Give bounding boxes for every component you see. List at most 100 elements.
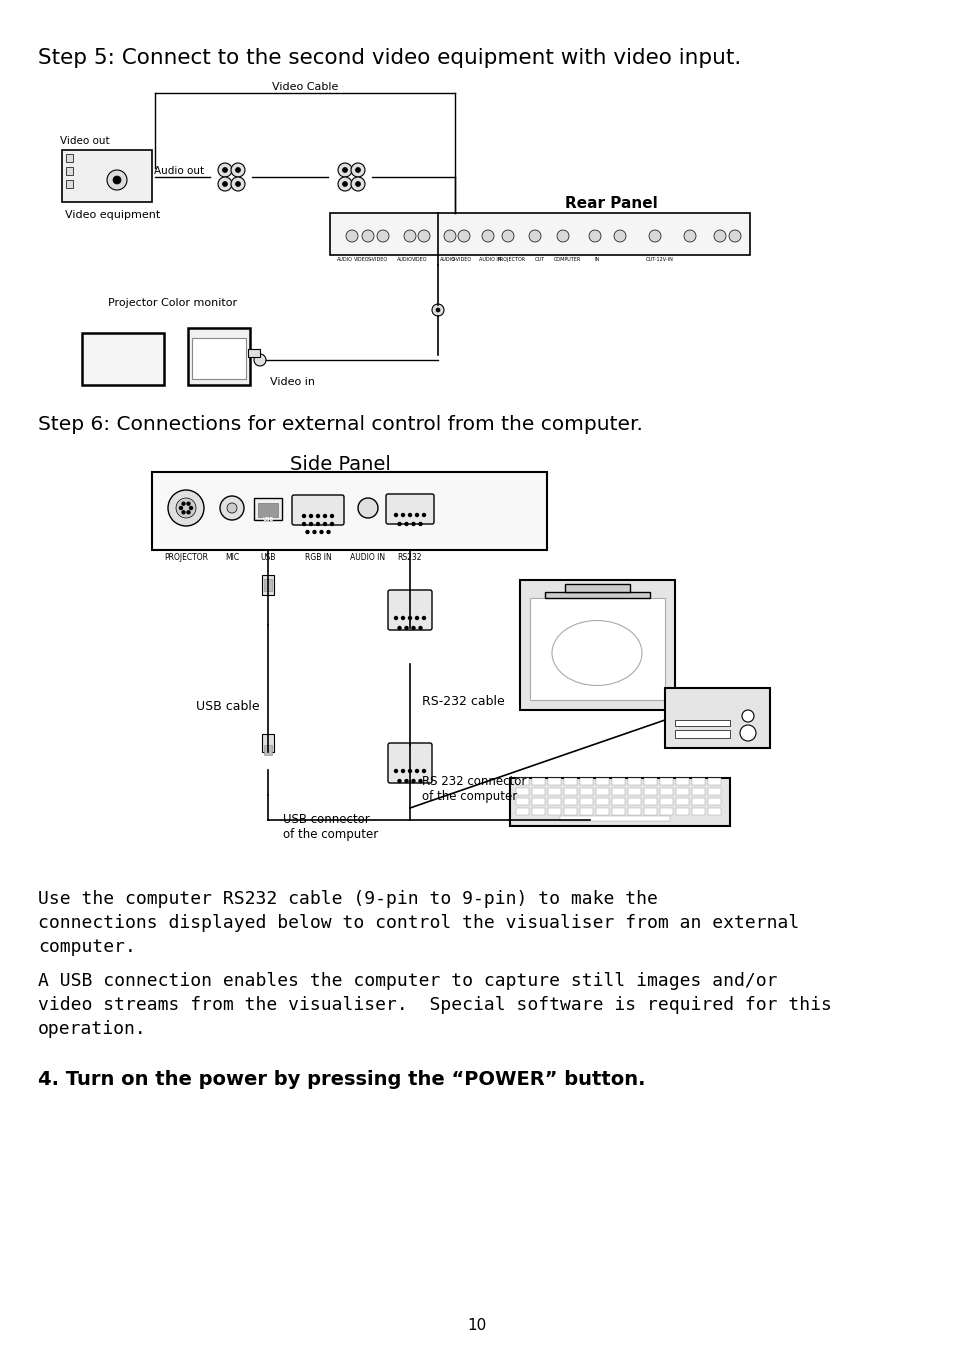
FancyBboxPatch shape	[386, 494, 434, 524]
Text: computer.: computer.	[38, 938, 135, 956]
Circle shape	[728, 230, 740, 242]
Bar	[643, 788, 657, 795]
Bar	[532, 798, 544, 806]
Bar	[659, 798, 672, 806]
Circle shape	[235, 181, 240, 187]
Bar	[659, 788, 672, 795]
Bar	[579, 788, 593, 795]
Bar	[691, 788, 704, 795]
Text: S-VIDEO: S-VIDEO	[452, 257, 472, 263]
Circle shape	[417, 230, 430, 242]
Circle shape	[190, 506, 193, 509]
Circle shape	[316, 515, 319, 517]
Bar	[643, 779, 657, 785]
Circle shape	[740, 724, 755, 741]
Text: AUDIO: AUDIO	[336, 257, 353, 263]
Circle shape	[397, 523, 400, 525]
Circle shape	[346, 230, 357, 242]
Circle shape	[222, 168, 227, 172]
Text: RS-232 cable: RS-232 cable	[421, 695, 504, 708]
Circle shape	[309, 515, 313, 517]
Circle shape	[342, 168, 347, 172]
Circle shape	[231, 177, 245, 191]
Bar	[547, 788, 560, 795]
Text: Video equipment: Video equipment	[65, 210, 160, 219]
Circle shape	[401, 513, 404, 516]
Circle shape	[218, 177, 232, 191]
Circle shape	[253, 353, 266, 366]
Circle shape	[302, 523, 305, 525]
Circle shape	[355, 168, 360, 172]
Circle shape	[319, 531, 323, 533]
Text: Video Cable: Video Cable	[272, 83, 337, 92]
Circle shape	[337, 177, 352, 191]
Bar	[563, 798, 577, 806]
Bar	[691, 808, 704, 815]
Circle shape	[416, 616, 418, 620]
Circle shape	[220, 496, 244, 520]
Bar	[532, 808, 544, 815]
Circle shape	[418, 523, 421, 525]
Circle shape	[361, 230, 374, 242]
Bar	[516, 798, 529, 806]
Text: Video out: Video out	[60, 135, 110, 146]
Bar	[612, 798, 624, 806]
Bar	[564, 584, 629, 592]
Text: Step 5: Connect to the second video equipment with video input.: Step 5: Connect to the second video equi…	[38, 47, 740, 68]
Bar	[659, 808, 672, 815]
Circle shape	[330, 515, 334, 517]
Text: S-VIDEO: S-VIDEO	[368, 257, 388, 263]
Bar	[510, 779, 729, 826]
Bar	[253, 498, 282, 520]
Bar	[519, 580, 675, 709]
Circle shape	[313, 531, 315, 533]
Bar	[257, 502, 277, 517]
Circle shape	[235, 168, 240, 172]
Bar	[579, 798, 593, 806]
Text: Side Panel: Side Panel	[290, 455, 390, 474]
Bar	[516, 808, 529, 815]
Circle shape	[330, 523, 334, 525]
Bar	[532, 779, 544, 785]
Text: VIDEO: VIDEO	[412, 257, 427, 263]
Circle shape	[422, 513, 425, 516]
Circle shape	[355, 181, 360, 187]
Circle shape	[422, 616, 425, 620]
Circle shape	[529, 230, 540, 242]
Text: USB cable: USB cable	[196, 700, 260, 714]
Circle shape	[557, 230, 568, 242]
Circle shape	[481, 230, 494, 242]
Circle shape	[309, 523, 313, 525]
Bar	[66, 167, 73, 175]
Bar	[563, 788, 577, 795]
FancyBboxPatch shape	[388, 590, 432, 630]
Text: AUDIO IN: AUDIO IN	[478, 257, 500, 263]
Circle shape	[227, 502, 236, 513]
Circle shape	[683, 230, 696, 242]
Circle shape	[431, 213, 444, 227]
Circle shape	[351, 162, 365, 177]
Bar	[707, 808, 720, 815]
Circle shape	[357, 498, 377, 519]
Bar	[596, 798, 608, 806]
Circle shape	[405, 523, 408, 525]
Circle shape	[395, 616, 397, 620]
Circle shape	[416, 513, 418, 516]
Circle shape	[614, 230, 625, 242]
Circle shape	[418, 780, 421, 783]
Circle shape	[187, 502, 190, 505]
Circle shape	[401, 616, 404, 620]
Text: OUT-12V-IN: OUT-12V-IN	[645, 257, 673, 263]
Text: Step 6: Connections for external control from the computer.: Step 6: Connections for external control…	[38, 414, 642, 435]
Text: PROJECTOR: PROJECTOR	[164, 552, 208, 562]
Text: Projector Color monitor: Projector Color monitor	[108, 298, 237, 307]
Bar	[707, 798, 720, 806]
Bar	[596, 788, 608, 795]
Bar	[547, 808, 560, 815]
Circle shape	[179, 506, 182, 509]
Circle shape	[432, 232, 443, 244]
Bar	[547, 798, 560, 806]
Bar	[264, 580, 272, 590]
Circle shape	[405, 627, 408, 630]
Bar	[559, 816, 669, 821]
